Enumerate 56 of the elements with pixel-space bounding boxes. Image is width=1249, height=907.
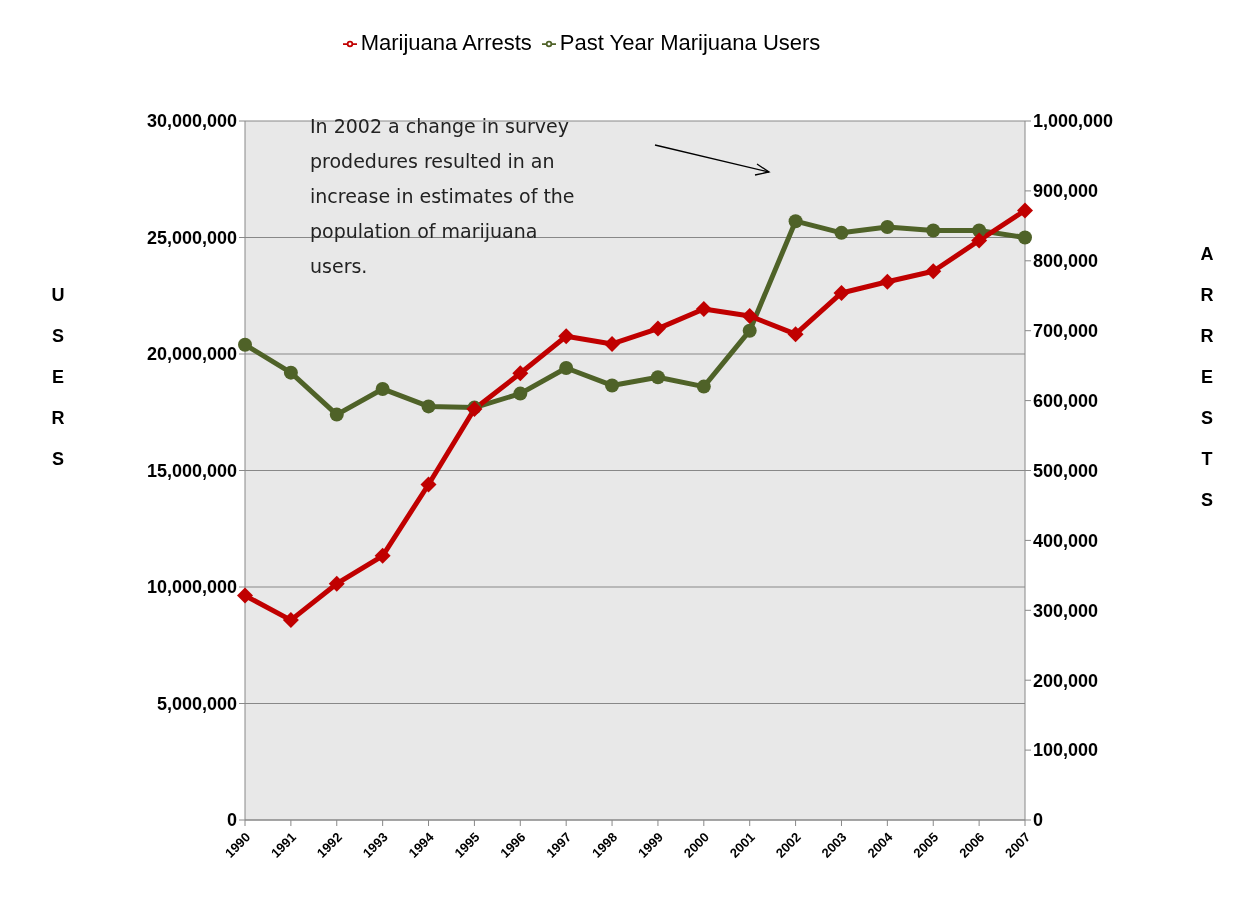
annotation: In 2002 a change in survey prodedures resulted in an increase in estimates of the population of marijuana users. (310, 114, 575, 279)
point (420, 476, 437, 493)
y2-axis-title: ARRESTS (1200, 244, 1214, 510)
point (238, 337, 252, 352)
point (879, 273, 896, 290)
legend-label: Marijuana Arrests (360, 30, 532, 55)
point (926, 223, 941, 238)
point (328, 575, 345, 592)
point (237, 587, 253, 604)
y2-tick-label: 900,000 (1033, 181, 1099, 202)
point (513, 386, 528, 401)
y2-tick-label: 1,000,000 (1033, 111, 1114, 132)
point (421, 399, 436, 414)
y-tick-label: 10,000,000 (146, 577, 237, 598)
y-tick-label: 15,000,000 (146, 460, 237, 481)
point (649, 320, 666, 337)
point (1018, 230, 1032, 245)
point (1017, 202, 1033, 219)
y-tick-label: 30,000,000 (146, 111, 237, 132)
point (282, 612, 299, 629)
y2-tick-label: 600,000 (1033, 390, 1099, 411)
point (283, 365, 298, 380)
y2-tick-label: 800,000 (1033, 251, 1099, 272)
y2-tick-label: 700,000 (1033, 321, 1099, 342)
point (375, 381, 390, 396)
y2-tick-label: 300,000 (1033, 600, 1099, 621)
y2-tick-label: 100,000 (1033, 740, 1099, 761)
y2-tick-label: 400,000 (1033, 530, 1099, 551)
point (787, 326, 804, 343)
point (971, 232, 988, 249)
y2-tick-label: 500,000 (1033, 460, 1099, 481)
point (512, 365, 529, 382)
point (650, 370, 665, 385)
point (833, 284, 850, 301)
point (604, 335, 621, 352)
legend-label: Past Year Marijuana Users (559, 30, 821, 55)
point (742, 323, 757, 338)
y-axis-title: USERS (51, 285, 65, 469)
point (788, 214, 803, 229)
point (696, 379, 711, 394)
y-tick-label: 25,000,000 (146, 227, 237, 248)
y-tick-label: 20,000,000 (146, 344, 237, 365)
y-tick-label: 5,000,000 (156, 693, 237, 714)
y2-tick-label: 0 (1033, 810, 1044, 831)
point (374, 547, 391, 564)
point (741, 308, 758, 325)
point (925, 263, 942, 280)
point (605, 378, 620, 393)
point (329, 407, 344, 422)
y-tick-label: 0 (226, 810, 237, 831)
point (695, 301, 712, 318)
y2-tick-label: 200,000 (1033, 670, 1099, 691)
point (834, 225, 849, 240)
point (880, 220, 895, 235)
point (559, 360, 574, 375)
point (558, 328, 575, 345)
